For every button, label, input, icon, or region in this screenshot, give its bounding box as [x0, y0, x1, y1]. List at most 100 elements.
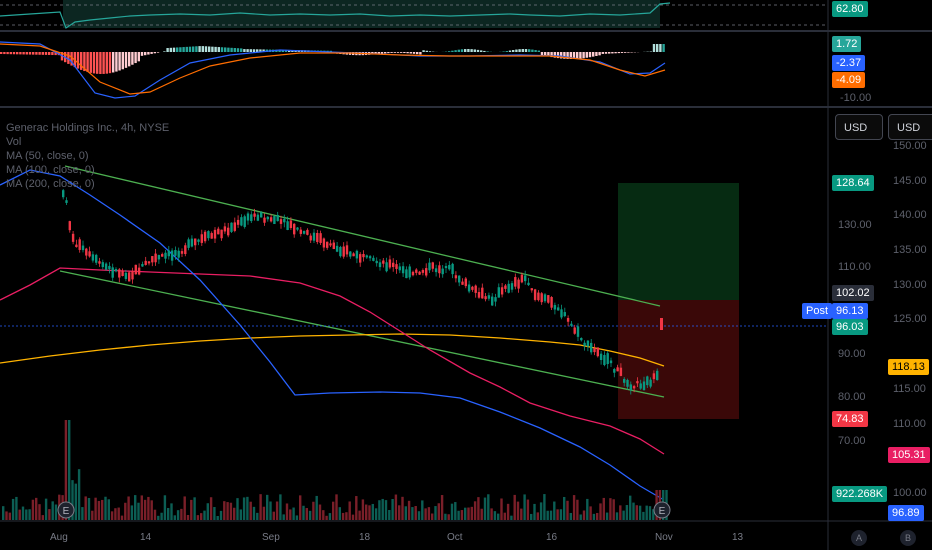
volume-bar	[18, 509, 21, 520]
candle	[388, 259, 392, 268]
volume-bar	[615, 512, 619, 520]
candle	[236, 219, 240, 225]
x-axis-label: Aug	[50, 532, 68, 543]
macd-histogram-bar	[182, 47, 185, 52]
x-axis-label: Nov	[655, 532, 673, 543]
macd-histogram-bar	[108, 52, 112, 74]
volume-bar	[464, 507, 467, 520]
candle	[553, 305, 557, 310]
ma50-label[interactable]: MA (50, close, 0)	[6, 150, 89, 162]
candle	[629, 384, 632, 391]
volume-bar	[635, 505, 638, 520]
candle	[332, 242, 335, 250]
candle	[491, 296, 494, 306]
candle	[289, 220, 293, 228]
macd-histogram-bar	[614, 52, 617, 54]
volume-bar	[378, 500, 381, 520]
candle	[471, 286, 474, 290]
candle	[368, 256, 372, 259]
auto-scale-button[interactable]: A	[851, 530, 867, 546]
macd-histogram-bar	[38, 52, 41, 55]
macd-histogram-bar	[35, 52, 38, 55]
volume-bar	[97, 500, 101, 520]
volume-bar	[259, 494, 262, 520]
earnings-icon-2[interactable]: E	[653, 501, 671, 519]
volume-bar	[381, 498, 384, 520]
macd-histogram-bar	[576, 52, 579, 59]
volume-bar	[556, 509, 559, 520]
macd-histogram-bar	[476, 49, 480, 52]
volume-bar	[434, 506, 437, 520]
volume-bar	[35, 497, 38, 520]
volume-bar	[242, 497, 246, 520]
macd-histogram-bar	[134, 52, 137, 64]
macd-histogram-bar	[592, 52, 595, 57]
volume-bar	[407, 500, 411, 520]
volume-bar	[368, 505, 371, 520]
volume-bar	[566, 500, 569, 520]
candle	[88, 251, 91, 257]
macd-histogram-bar	[176, 47, 179, 52]
volume-bar	[262, 506, 266, 520]
volume-bar	[371, 503, 374, 520]
macd-histogram-bar	[601, 52, 604, 54]
candle	[550, 297, 553, 308]
earnings-icon-1[interactable]: E	[57, 501, 75, 519]
candle	[104, 263, 108, 270]
macd-histogram-bar	[512, 49, 515, 52]
volume-bar	[599, 503, 602, 520]
candle	[451, 263, 454, 275]
macd-histogram-bar	[396, 52, 400, 53]
macd-histogram-bar	[284, 49, 288, 52]
ma100-label[interactable]: MA (100, close, 0)	[6, 164, 95, 176]
symbol-title[interactable]: Generac Holdings Inc., 4h, NYSE	[6, 122, 170, 134]
volume-bar	[328, 513, 332, 520]
volume-bar	[107, 499, 110, 520]
macd-histogram-bar	[6, 52, 9, 55]
ma200-label[interactable]: MA (200, close, 0)	[6, 178, 95, 190]
macd-histogram-bar	[140, 52, 144, 56]
log-scale-button[interactable]: B	[900, 530, 916, 546]
macd-histogram-bar	[473, 49, 476, 52]
candle	[616, 367, 619, 372]
volume-bar	[533, 503, 536, 520]
x-axis-label: 16	[546, 532, 558, 543]
candle	[220, 229, 223, 239]
macd-histogram-bar	[278, 49, 281, 52]
candle	[187, 239, 190, 248]
macd-histogram-bar	[246, 49, 249, 52]
vol-label[interactable]: Vol	[6, 136, 22, 148]
macd-histogram-bar	[624, 52, 627, 53]
candle	[520, 274, 524, 283]
candle	[425, 268, 428, 276]
volume-bar	[308, 510, 312, 520]
candle	[243, 216, 246, 227]
volume-bar	[401, 496, 404, 520]
candle	[177, 250, 180, 258]
rsi-value-tag: 62.80	[832, 1, 868, 17]
currency-button-2[interactable]: USD	[888, 114, 932, 140]
x-axis-label: 18	[359, 532, 371, 543]
candle	[75, 244, 78, 248]
volume-bar	[506, 503, 510, 520]
volume-bar	[500, 498, 503, 520]
volume-bar	[549, 510, 553, 520]
candle	[537, 292, 540, 301]
macd-histogram-bar	[608, 52, 611, 54]
macd-histogram-bar	[451, 50, 454, 52]
candle	[487, 295, 491, 299]
candle	[279, 219, 283, 224]
macd-histogram-bar	[566, 52, 569, 59]
volume-bar	[8, 512, 11, 520]
candle	[302, 230, 306, 234]
volume-bar	[424, 508, 427, 520]
macd-histogram-bar	[76, 52, 80, 69]
currency-button-1[interactable]: USD	[835, 114, 883, 140]
macd-histogram-bar	[595, 52, 598, 56]
x-axis-label: Sep	[262, 532, 280, 543]
macd-histogram-bar	[115, 52, 118, 72]
volume-bar	[305, 508, 308, 520]
candle	[408, 266, 411, 278]
volume-bar	[536, 512, 539, 520]
